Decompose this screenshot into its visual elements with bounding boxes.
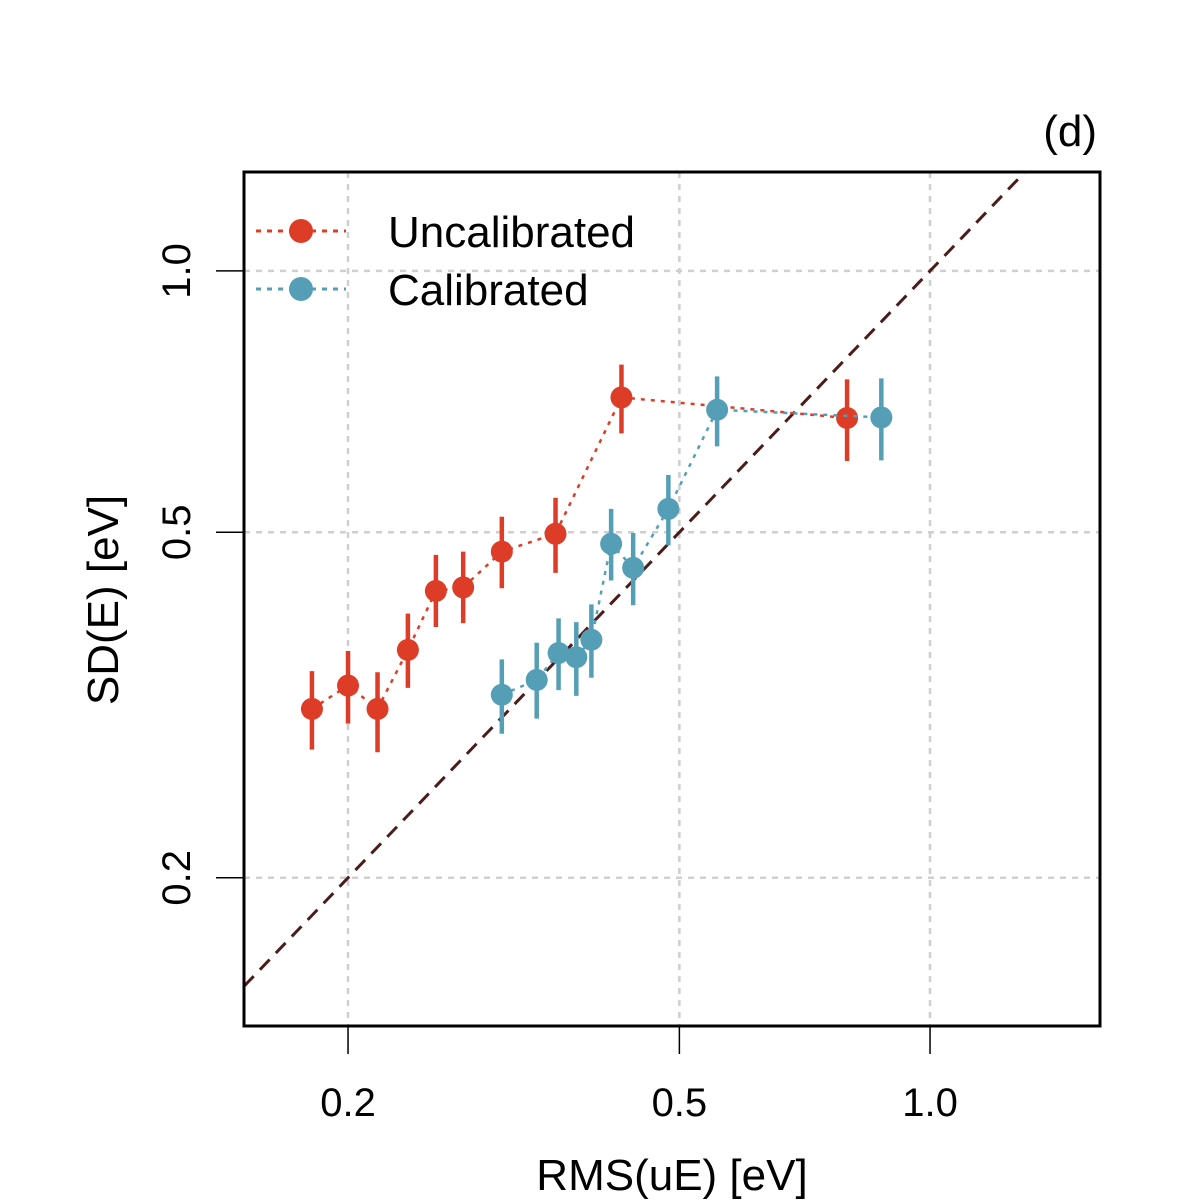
legend-marker-calibrated: [289, 277, 313, 301]
point-calibrated-0: [490, 683, 513, 706]
grid: [244, 172, 1100, 1026]
x-axis: 0.2 0.5 1.0: [320, 1026, 958, 1125]
point-uncalibrated-2: [366, 697, 389, 720]
point-calibrated-7: [657, 497, 680, 520]
point-uncalibrated-3: [396, 638, 419, 661]
series-uncalibrated: [300, 364, 859, 753]
panel-label: (d): [1043, 107, 1097, 156]
point-calibrated-5: [600, 532, 623, 555]
y-tick-label-0: 0.2: [155, 850, 199, 906]
point-uncalibrated-0: [300, 697, 323, 720]
plot-frame: [242, 170, 1102, 1028]
legend: Uncalibrated Calibrated: [256, 208, 635, 315]
y-tick-label-2: 1.0: [155, 243, 199, 299]
legend-marker-uncalibrated: [289, 219, 313, 243]
point-uncalibrated-8: [610, 386, 633, 409]
series-calibrated: [490, 376, 893, 734]
x-tick-label-1: 0.5: [652, 1081, 708, 1125]
point-calibrated-8: [706, 398, 729, 421]
series-layer: [300, 364, 893, 753]
point-uncalibrated-6: [490, 540, 513, 563]
series-line-uncalibrated: [311, 396, 848, 711]
y-axis-label: SD(E) [eV]: [79, 495, 128, 705]
x-axis-label: RMS(uE) [eV]: [536, 1151, 807, 1200]
legend-entry-calibrated: Calibrated: [256, 266, 589, 315]
point-uncalibrated-7: [544, 522, 567, 545]
point-calibrated-2: [547, 642, 570, 665]
point-calibrated-6: [622, 556, 645, 579]
y-tick-label-1: 0.5: [155, 504, 199, 560]
x-tick-label-0: 0.2: [320, 1081, 376, 1125]
point-calibrated-1: [525, 668, 548, 691]
point-calibrated-9: [870, 406, 893, 429]
point-calibrated-4: [580, 628, 603, 651]
point-uncalibrated-1: [337, 674, 360, 697]
x-tick-label-2: 1.0: [902, 1081, 958, 1125]
point-uncalibrated-5: [452, 576, 475, 599]
point-calibrated-3: [565, 646, 588, 669]
legend-label-calibrated: Calibrated: [388, 266, 589, 315]
series-line-calibrated: [501, 408, 882, 696]
legend-entry-uncalibrated: Uncalibrated: [256, 208, 635, 257]
legend-label-uncalibrated: Uncalibrated: [388, 208, 635, 257]
point-uncalibrated-9: [836, 407, 859, 430]
point-uncalibrated-4: [424, 579, 447, 602]
y-axis: 0.2 0.5 1.0: [155, 243, 244, 906]
